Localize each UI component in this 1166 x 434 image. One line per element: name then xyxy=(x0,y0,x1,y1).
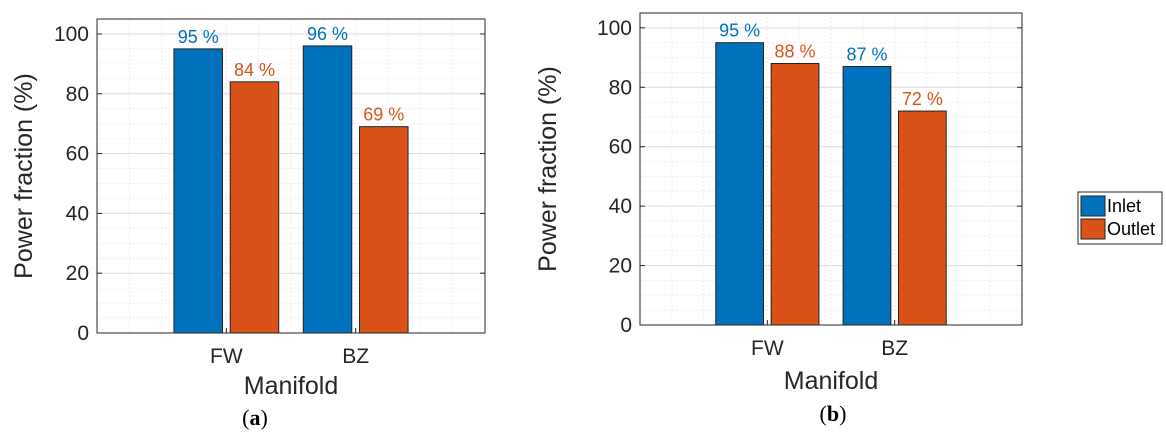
x-tick-label: BZ xyxy=(881,337,908,360)
bar-outlet-fw xyxy=(770,63,820,326)
data-label: 69 % xyxy=(363,105,404,125)
panel-label: (a) xyxy=(242,405,268,430)
y-tick-label: 80 xyxy=(609,76,632,99)
y-tick-label: 100 xyxy=(597,17,632,40)
legend-label-outlet: Outlet xyxy=(1107,219,1155,239)
legend-swatch-inlet xyxy=(1080,195,1106,217)
axes-box xyxy=(96,18,486,334)
data-label: 72 % xyxy=(902,89,943,109)
bar-inlet-bz xyxy=(302,45,353,334)
data-label: 88 % xyxy=(775,42,816,62)
panel-label-letter: b xyxy=(827,401,839,426)
y-tick-label: 40 xyxy=(609,195,632,218)
legend-label-inlet: Inlet xyxy=(1107,196,1141,216)
y-tick-label: 40 xyxy=(66,202,89,225)
y-tick-label: 60 xyxy=(66,143,89,166)
axes-box xyxy=(639,12,1023,326)
panel-label-open: ( xyxy=(242,405,249,430)
legend-swatch-outlet xyxy=(1080,218,1106,240)
bar-outlet-bz xyxy=(359,126,409,334)
panel-label-letter: a xyxy=(250,405,261,430)
data-label: 84 % xyxy=(234,60,275,80)
y-axis-label: Power fraction (%) xyxy=(10,73,38,279)
data-label: 95 % xyxy=(178,27,219,47)
x-tick-label: FW xyxy=(210,345,243,368)
y-tick-label: 20 xyxy=(609,255,632,278)
y-tick-label: 60 xyxy=(609,136,632,159)
x-axis-label: Manifold xyxy=(784,367,879,395)
bar-inlet-bz xyxy=(842,65,892,326)
y-tick-label: 20 xyxy=(66,262,89,285)
bar-outlet-bz xyxy=(897,110,947,326)
panel-label-close: ) xyxy=(261,405,268,430)
legend: Inlet Outlet xyxy=(1077,191,1163,245)
panel-label: (b) xyxy=(820,401,847,426)
bar-outlet-fw xyxy=(229,81,280,334)
chart-b: 95 % 87 % 88 % 72 % 0 20 40 60 80 100 FW BZManifold… xyxy=(534,12,1023,426)
chart-a: 95 % 96 % 84 % 69 % 0 20 40 60 80 100 FW BZManifold… xyxy=(10,18,486,430)
bar-inlet-fw xyxy=(173,48,223,334)
data-label: 96 % xyxy=(307,24,348,44)
y-axis-label: Power fraction (%) xyxy=(534,66,562,272)
x-tick-label: FW xyxy=(751,337,784,360)
y-tick-label: 0 xyxy=(620,314,632,337)
y-tick-label: 100 xyxy=(54,23,89,46)
panel-label-open: ( xyxy=(820,401,827,426)
bar-inlet-fw xyxy=(715,42,765,326)
y-tick-label: 0 xyxy=(77,322,89,345)
panel-label-close: ) xyxy=(839,401,846,426)
x-axis-label: Manifold xyxy=(244,372,339,400)
x-tick-label: BZ xyxy=(342,345,369,368)
data-label: 87 % xyxy=(846,44,887,64)
y-tick-label: 80 xyxy=(66,83,89,106)
data-label: 95 % xyxy=(719,21,760,41)
